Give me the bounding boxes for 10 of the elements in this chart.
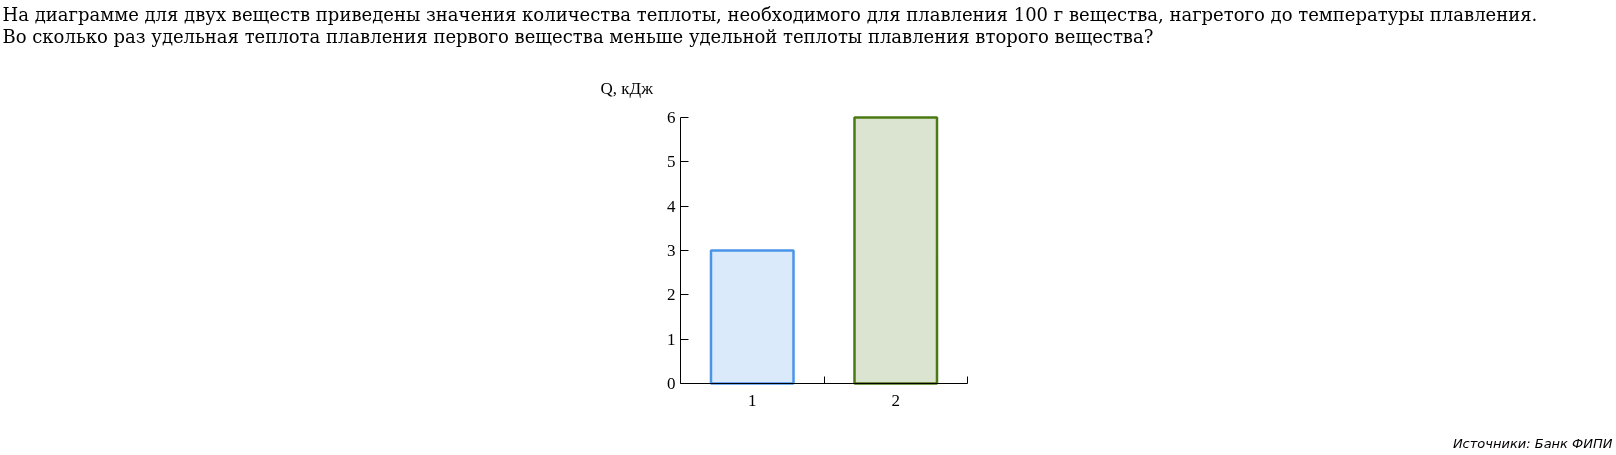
y-tick-label: 0 [667, 374, 676, 393]
y-tick-label: 1 [667, 329, 676, 349]
y-tick-label: 6 [667, 108, 676, 127]
y-axis-title: Q, кДж [600, 79, 654, 98]
chart-title: На диаграмме для двух веществ приведены значения количества теплоты, необходимого для плавления 100 г вещества, нагретого до температуры плавления. Во сколько раз удельная теплота плавления первого вещества меньше удельной теплоты плавления второго вещества? [2, 4, 1538, 47]
y-tick-label: 3 [667, 241, 676, 260]
y-tick-label: 5 [667, 152, 676, 172]
y-tick-label: 2 [667, 285, 676, 305]
y-tick-label: 4 [667, 196, 676, 216]
text: Источники: Банк ФИПИ [1452, 436, 1613, 451]
